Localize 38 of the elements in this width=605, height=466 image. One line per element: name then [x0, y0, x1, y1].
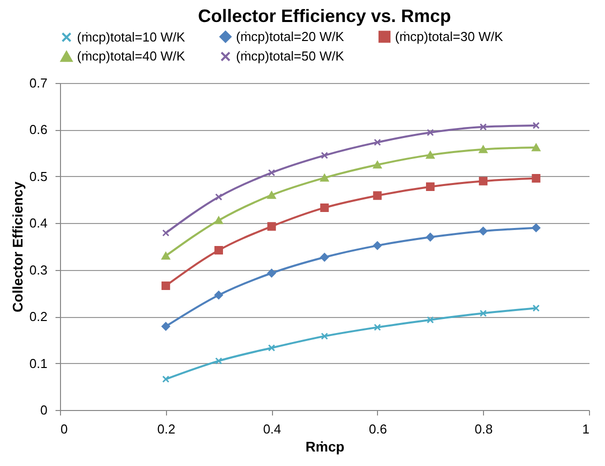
point — [320, 332, 328, 340]
y-tick-label: 0.6 — [29, 122, 48, 138]
point — [426, 128, 434, 136]
y-tick-label: 0.3 — [29, 262, 48, 278]
point — [215, 357, 222, 365]
point — [268, 169, 276, 176]
point — [426, 316, 434, 324]
y-tick-label: 0.7 — [29, 76, 48, 90]
y-tick-label: 0 — [40, 402, 48, 418]
x-tick-label: 0.2 — [157, 422, 176, 436]
point — [374, 138, 381, 146]
y-tick-label: 0.1 — [29, 356, 48, 371]
point — [215, 193, 222, 201]
x-tick-label: 1 — [582, 422, 590, 436]
legend-label: (ṁcp)total=40 W/K — [77, 48, 186, 64]
point — [532, 122, 540, 130]
point — [480, 310, 487, 317]
point — [162, 376, 170, 383]
chart-title: Collector Efficiency vs. Rmcp — [198, 6, 452, 26]
point — [480, 123, 487, 130]
x-tick-label: 0.4 — [263, 422, 282, 436]
point — [320, 152, 328, 159]
x-axis-title: Rṁcp — [306, 438, 344, 454]
y-tick-label: 0.4 — [29, 216, 48, 231]
y-tick-label: 0.5 — [29, 168, 48, 184]
legend-label: (ṁcp)total=50 W/K — [236, 48, 344, 64]
x-tick-label: 0.6 — [368, 422, 387, 436]
point — [374, 324, 381, 331]
point — [268, 344, 276, 352]
point — [162, 229, 170, 237]
x-tick-label: 0.8 — [474, 422, 493, 436]
y-axis-title: Collector Efficiency — [9, 181, 26, 312]
y-tick-label: 0.2 — [29, 309, 48, 324]
point — [532, 304, 540, 312]
legend-label: (ṁcp)total=10 W/K — [77, 29, 186, 44]
legend-label: (ṁcp)total=20 W/K — [236, 28, 344, 44]
legend-label: (ṁcp)total=30 W/K — [395, 28, 504, 44]
x-tick-label: 0 — [60, 422, 68, 436]
